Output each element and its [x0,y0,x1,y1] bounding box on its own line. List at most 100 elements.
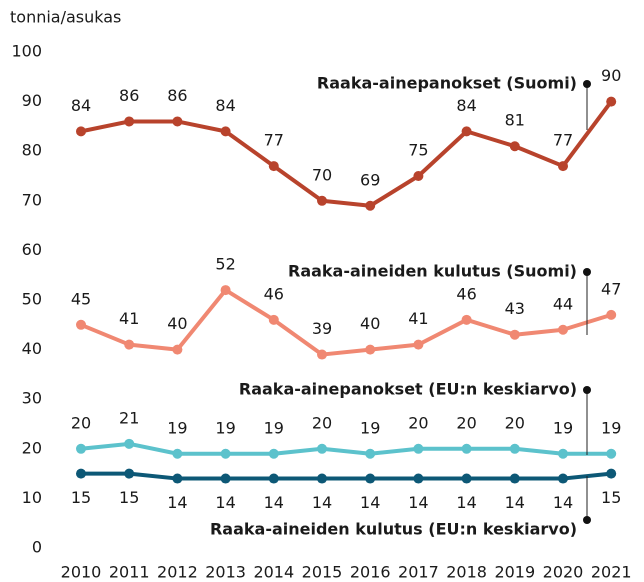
data-point [220,126,231,137]
series-line [80,100,613,208]
y-tick-label: 0 [32,538,42,557]
data-label: 90 [601,66,621,85]
x-tick-label: 2016 [350,563,391,582]
x-tick-label: 2013 [205,563,246,582]
data-point [558,324,568,335]
y-tick-label: 10 [22,488,42,507]
data-label: 19 [601,418,621,437]
y-tick-label: 60 [22,240,42,259]
data-label: 14 [167,493,187,512]
data-label: 15 [601,488,621,507]
data-point [509,443,520,454]
data-point [365,448,376,459]
y-axis-label: tonnia/asukas [10,8,121,27]
data-label: 75 [408,141,428,160]
data-label: 19 [360,418,380,437]
data-point [461,473,472,484]
data-label: 47 [601,279,621,298]
data-point [268,161,279,172]
data-label: 19 [215,418,235,437]
series-name: Raaka-aineiden kulutus (Suomi) [288,262,577,281]
y-tick-label: 50 [22,290,42,309]
data-point [76,468,86,479]
data-label: 86 [119,86,139,105]
data-label: 86 [167,86,187,105]
data-label: 14 [456,493,476,512]
data-label: 14 [264,493,284,512]
data-point [606,309,617,320]
data-point [268,473,279,484]
data-label: 19 [264,418,284,437]
data-label: 77 [553,131,573,150]
x-tick-label: 2017 [398,563,439,582]
data-point [220,473,231,484]
data-label: 14 [312,493,332,512]
data-label: 14 [215,493,235,512]
data-label: 46 [456,284,476,303]
x-tick-label: 2021 [591,563,632,582]
series-line [80,288,612,357]
data-label: 14 [408,493,428,512]
data-point [172,448,183,459]
data-label: 40 [360,314,380,333]
data-label: 39 [312,319,332,338]
data-point [172,116,183,127]
data-point [606,96,617,107]
data-label: 69 [360,170,380,189]
data-label: 41 [119,309,139,328]
data-point [124,468,135,479]
series-line [80,441,612,456]
data-point [606,448,617,459]
data-point [413,171,424,181]
data-point [76,443,86,454]
leader-dot [583,268,591,276]
data-point [558,473,568,484]
data-label: 14 [553,493,573,512]
data-label: 20 [505,413,525,432]
leader-dot [583,516,591,524]
x-tick-label: 2012 [157,563,198,582]
data-point [76,126,86,137]
data-point [172,473,183,484]
data-label: 20 [71,413,91,432]
data-label: 19 [553,418,573,437]
data-point [558,161,568,172]
data-label: 14 [505,493,525,512]
data-label: 84 [456,96,476,115]
data-point [461,126,472,137]
data-point [317,443,327,454]
data-point [268,314,279,325]
data-point [365,473,376,484]
data-point [606,468,617,479]
data-point [558,448,568,459]
series-name: Raaka-aineiden kulutus (EU:n keskiarvo) [210,520,577,539]
data-label: 44 [553,294,573,313]
x-tick-label: 2014 [253,563,294,582]
data-label: 84 [215,96,235,115]
x-tick-label: 2011 [109,563,150,582]
data-label: 20 [456,413,476,432]
x-tick-label: 2019 [494,563,535,582]
y-tick-label: 30 [22,389,42,408]
y-tick-label: 40 [22,339,42,358]
data-label: 40 [167,314,187,333]
y-tick-label: 100 [11,42,42,61]
data-point [461,443,472,454]
data-point [76,319,86,330]
series-name: Raaka-ainepanokset (Suomi) [317,74,577,93]
data-point [413,339,424,350]
y-tick-label: 70 [22,190,42,209]
data-label: 77 [264,131,284,150]
data-point [413,443,424,454]
y-tick-label: 20 [22,438,42,457]
data-label: 15 [119,488,139,507]
data-point [317,195,327,206]
data-label: 52 [215,255,235,274]
data-point [317,349,327,360]
data-label: 46 [264,284,284,303]
data-label: 19 [167,418,187,437]
series-name: Raaka-ainepanokset (EU:n keskiarvo) [239,380,577,399]
data-point [509,473,520,484]
data-label: 43 [505,299,525,318]
